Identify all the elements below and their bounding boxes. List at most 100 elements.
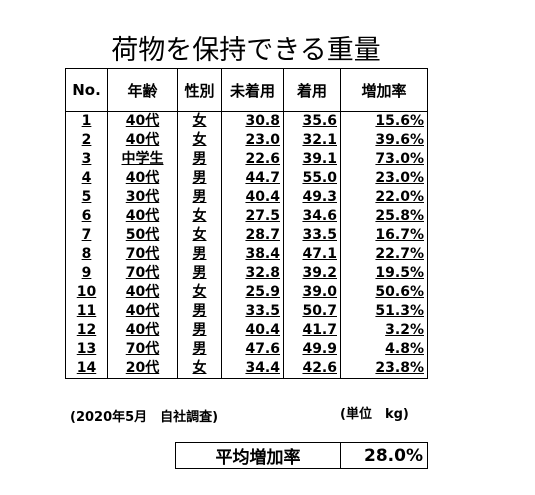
table-cell: 47.1 — [283, 245, 341, 264]
table-cell: 女 — [177, 111, 222, 131]
table-cell: 27.5 — [221, 207, 284, 226]
table-cell: 39.2 — [283, 264, 341, 283]
table-cell: 16.7% — [340, 226, 428, 245]
table-row: 3 中学生男 22.6 39.1 73.0% — [65, 150, 428, 169]
table-row: 8 70代男 38.4 47.1 22.7% — [65, 245, 428, 264]
table-cell: 男 — [177, 264, 222, 283]
table-row: 9 70代男 32.8 39.2 19.5% — [65, 264, 428, 283]
table-cell: 22.6 — [221, 150, 284, 169]
weight-table: No. 年齢 性別 未着用 着用 増加率 1 40代女 30.8 35.6 15.6% 2 40代女 2… — [65, 68, 428, 379]
table-row: 5 30代男 40.4 49.3 22.0% — [65, 188, 428, 207]
table-cell: 40代 — [107, 169, 178, 188]
table-cell: 70代 — [107, 245, 178, 264]
table-cell: 中学生 — [107, 150, 178, 169]
table-cell: 33.5 — [283, 226, 341, 245]
header-cell: 増加率 — [340, 68, 428, 112]
table-cell: 25.8% — [340, 207, 428, 226]
table-cell: 30.8 — [221, 111, 284, 131]
table-cell: 55.0 — [283, 169, 341, 188]
table-cell: 28.7 — [221, 226, 284, 245]
table-row: 1 40代女 30.8 35.6 15.6% — [65, 111, 428, 131]
table-cell: 女 — [177, 226, 222, 245]
header-cell: 年齢 — [107, 68, 178, 112]
table-cell: 49.3 — [283, 188, 341, 207]
table-cell: 42.6 — [283, 359, 341, 379]
table-cell: 47.6 — [221, 340, 284, 359]
table-cell: 女 — [177, 207, 222, 226]
table-cell: 女 — [177, 283, 222, 302]
unit-note: (単位 kg) — [340, 407, 409, 422]
table-cell: 9 — [65, 264, 108, 283]
table-cell: 70代 — [107, 264, 178, 283]
table-cell: 4 — [65, 169, 108, 188]
table-cell: 男 — [177, 302, 222, 321]
table-cell: 40代 — [107, 111, 178, 131]
header-cell: No. — [65, 68, 108, 112]
table-cell: 13 — [65, 340, 108, 359]
table-cell: 男 — [177, 150, 222, 169]
table-cell: 39.6% — [340, 131, 428, 150]
table-cell: 12 — [65, 321, 108, 340]
table-row: 13 70代男 47.6 49.9 4.8% — [65, 340, 428, 359]
table-cell: 19.5% — [340, 264, 428, 283]
table-cell: 4.8% — [340, 340, 428, 359]
table-row: 6 40代女 27.5 34.6 25.8% — [65, 207, 428, 226]
table-cell: 男 — [177, 340, 222, 359]
table-cell: 5 — [65, 188, 108, 207]
table-cell: 女 — [177, 131, 222, 150]
table-cell: 男 — [177, 169, 222, 188]
table-cell: 23.0 — [221, 131, 284, 150]
title: 荷物を保持できる重量 — [111, 35, 381, 66]
table-cell: 70代 — [107, 340, 178, 359]
table-cell: 23.8% — [340, 359, 428, 379]
table-cell: 50代 — [107, 226, 178, 245]
table-cell: 34.6 — [283, 207, 341, 226]
table-cell: 10 — [65, 283, 108, 302]
table-cell: 34.4 — [221, 359, 284, 379]
table-cell: 男 — [177, 188, 222, 207]
table-cell: 男 — [177, 321, 222, 340]
table-cell: 8 — [65, 245, 108, 264]
table-cell: 51.3% — [340, 302, 428, 321]
table-cell: 33.5 — [221, 302, 284, 321]
header-cell: 着用 — [283, 68, 341, 112]
table-row: 2 40代女 23.0 32.1 39.6% — [65, 131, 428, 150]
average-row: 平均増加率 28.0% — [175, 442, 428, 469]
table-cell: 32.1 — [283, 131, 341, 150]
table-cell: 40.4 — [221, 321, 284, 340]
footnote: (2020年5月 自社調査) — [70, 410, 219, 425]
table-cell: 23.0% — [340, 169, 428, 188]
table-row: 7 50代女 28.7 33.5 16.7% — [65, 226, 428, 245]
table-cell: 73.0% — [340, 150, 428, 169]
table-cell: 40代 — [107, 207, 178, 226]
table-cell: 20代 — [107, 359, 178, 379]
table-cell: 30代 — [107, 188, 178, 207]
header-row: No. 年齢 性別 未着用 着用 増加率 — [65, 68, 428, 112]
average-label: 平均増加率 — [175, 442, 341, 469]
table-cell: 32.8 — [221, 264, 284, 283]
table-row: 11 40代男 33.5 50.7 51.3% — [65, 302, 428, 321]
table-cell: 22.7% — [340, 245, 428, 264]
table-cell: 22.0% — [340, 188, 428, 207]
table-cell: 40代 — [107, 302, 178, 321]
table-cell: 39.1 — [283, 150, 341, 169]
header-cell: 性別 — [177, 68, 222, 112]
table-cell: 7 — [65, 226, 108, 245]
table-cell: 15.6% — [340, 111, 428, 131]
table-body: 1 40代女 30.8 35.6 15.6% 2 40代女 23.0 32.1 39.6% 3 中学生… — [65, 111, 428, 379]
table-cell: 11 — [65, 302, 108, 321]
table-cell: 男 — [177, 245, 222, 264]
table-cell: 35.6 — [283, 111, 341, 131]
header-cell: 未着用 — [221, 68, 284, 112]
table-cell: 41.7 — [283, 321, 341, 340]
table-cell: 38.4 — [221, 245, 284, 264]
table-cell: 40代 — [107, 283, 178, 302]
table-cell: 14 — [65, 359, 108, 379]
table-row: 14 20代女 34.4 42.6 23.8% — [65, 359, 428, 379]
table-row: 10 40代女 25.9 39.0 50.6% — [65, 283, 428, 302]
table-cell: 39.0 — [283, 283, 341, 302]
table-cell: 6 — [65, 207, 108, 226]
table-row: 4 40代男 44.7 55.0 23.0% — [65, 169, 428, 188]
table-cell: 3 — [65, 150, 108, 169]
table-cell: 40代 — [107, 131, 178, 150]
